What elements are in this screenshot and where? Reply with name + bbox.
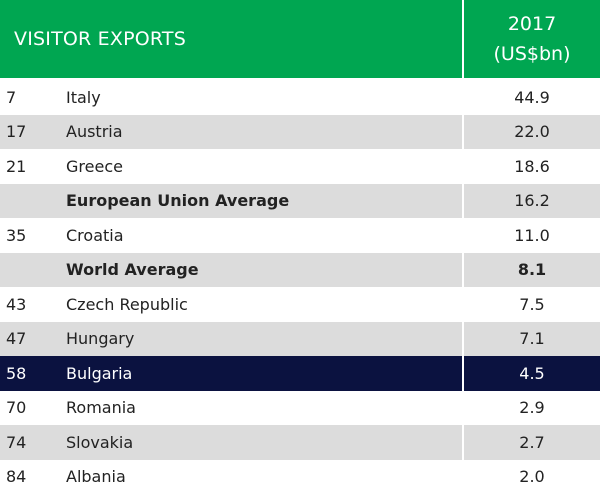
table-row: 84 Albania 2.0 — [0, 459, 600, 494]
value-cell: 22.0 — [464, 114, 600, 149]
column-separator — [462, 149, 464, 184]
table-row: 21 Greece 18.6 — [0, 149, 600, 184]
country-cell: Slovakia — [66, 432, 134, 452]
table-row: 7 Italy 44.9 — [0, 80, 600, 115]
value-cell: 2.9 — [464, 390, 600, 425]
value-column-header: 2017 (US$bn) — [464, 0, 600, 78]
country-cell: Bulgaria — [66, 363, 133, 383]
row-label-cell: 21 Greece — [0, 149, 462, 184]
column-separator — [462, 356, 464, 391]
row-label-cell: 84 Albania — [0, 459, 462, 494]
row-label-cell: 70 Romania — [0, 390, 462, 425]
value-cell: 7.1 — [464, 321, 600, 356]
column-separator — [462, 80, 464, 115]
value-cell: 18.6 — [464, 149, 600, 184]
table-row: 17 Austria 22.0 — [0, 114, 600, 149]
country-cell: World Average — [66, 260, 199, 280]
column-separator — [462, 321, 464, 356]
row-label-cell: 43 Czech Republic — [0, 287, 462, 322]
row-label-cell: 17 Austria — [0, 114, 462, 149]
table-row: 74 Slovakia 2.7 — [0, 425, 600, 460]
rank-cell: 35 — [6, 225, 27, 245]
column-separator — [462, 390, 464, 425]
table-header: VISITOR EXPORTS 2017 (US$bn) — [0, 0, 600, 78]
rank-cell: 43 — [6, 294, 27, 314]
country-cell: Hungary — [66, 329, 135, 349]
country-cell: Greece — [66, 156, 123, 176]
country-cell: Albania — [66, 467, 126, 487]
row-label-cell: 35 Croatia — [0, 218, 462, 253]
rank-cell: 70 — [6, 398, 27, 418]
table-row: 35 Croatia 11.0 — [0, 218, 600, 253]
value-cell: 8.1 — [464, 252, 600, 287]
row-label-cell: 7 Italy — [0, 80, 462, 115]
table-row: European Union Average 16.2 — [0, 183, 600, 218]
country-cell: Croatia — [66, 225, 124, 245]
rank-cell: 74 — [6, 432, 27, 452]
table-title: VISITOR EXPORTS — [0, 0, 462, 78]
value-cell: 44.9 — [464, 80, 600, 115]
value-cell: 4.5 — [464, 356, 600, 391]
column-separator — [462, 114, 464, 149]
rank-cell: 21 — [6, 156, 27, 176]
header-separator — [462, 0, 464, 78]
value-cell: 2.7 — [464, 425, 600, 460]
rank-cell: 7 — [6, 87, 17, 107]
value-cell: 7.5 — [464, 287, 600, 322]
value-cell: 16.2 — [464, 183, 600, 218]
table-row: 47 Hungary 7.1 — [0, 321, 600, 356]
country-cell: Czech Republic — [66, 294, 188, 314]
row-label-cell: World Average — [0, 252, 462, 287]
table-row: 58 Bulgaria 4.5 — [0, 356, 600, 391]
column-separator — [462, 218, 464, 253]
value-cell: 11.0 — [464, 218, 600, 253]
country-cell: Austria — [66, 122, 123, 142]
row-label-cell: European Union Average — [0, 183, 462, 218]
value-header-year: 2017 — [507, 13, 557, 35]
value-cell: 2.0 — [464, 459, 600, 494]
column-separator — [462, 459, 464, 494]
column-separator — [462, 183, 464, 218]
country-cell: Romania — [66, 398, 136, 418]
table-row: World Average 8.1 — [0, 252, 600, 287]
column-separator — [462, 287, 464, 322]
column-separator — [462, 252, 464, 287]
country-cell: Italy — [66, 87, 101, 107]
country-cell: European Union Average — [66, 191, 290, 211]
table-row: 43 Czech Republic 7.5 — [0, 287, 600, 322]
row-label-cell: 58 Bulgaria — [0, 356, 462, 391]
row-label-cell: 47 Hungary — [0, 321, 462, 356]
table-row: 70 Romania 2.9 — [0, 390, 600, 425]
column-separator — [462, 425, 464, 460]
row-label-cell: 74 Slovakia — [0, 425, 462, 460]
rank-cell: 84 — [6, 467, 27, 487]
rank-cell: 58 — [6, 363, 27, 383]
rank-cell: 47 — [6, 329, 27, 349]
rank-cell: 17 — [6, 122, 27, 142]
value-header-unit: (US$bn) — [493, 43, 571, 65]
